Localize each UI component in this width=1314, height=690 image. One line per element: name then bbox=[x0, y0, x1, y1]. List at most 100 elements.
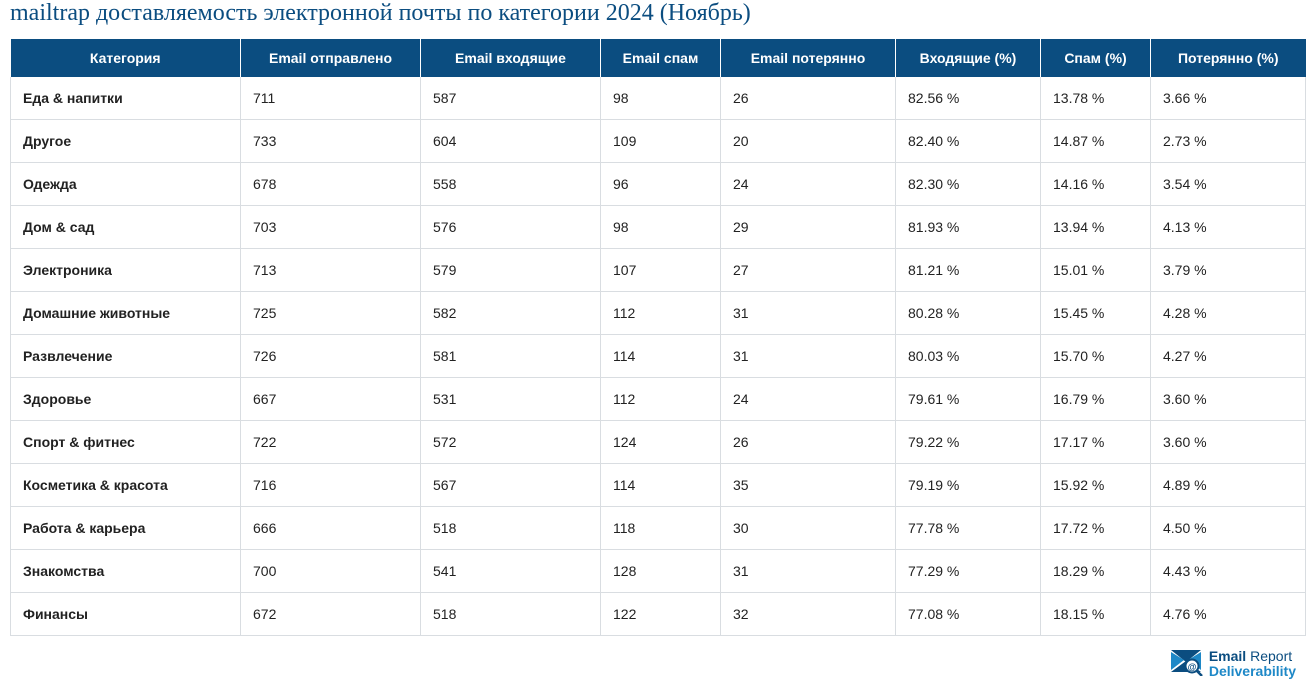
col-header-sent: Email отправлено bbox=[241, 39, 421, 77]
cell-p_lost: 3.60 % bbox=[1151, 378, 1306, 421]
cell-p_lost: 4.89 % bbox=[1151, 464, 1306, 507]
cell-p_lost: 4.76 % bbox=[1151, 593, 1306, 636]
cell-p_spam: 13.78 % bbox=[1041, 77, 1151, 120]
cell-category: Знакомства bbox=[11, 550, 241, 593]
cell-lost: 35 bbox=[721, 464, 896, 507]
cell-p_lost: 3.79 % bbox=[1151, 249, 1306, 292]
cell-sent: 672 bbox=[241, 593, 421, 636]
cell-category: Другое bbox=[11, 120, 241, 163]
cell-inbox: 558 bbox=[421, 163, 601, 206]
cell-lost: 31 bbox=[721, 550, 896, 593]
col-header-p_inbox: Входящие (%) bbox=[896, 39, 1041, 77]
cell-inbox: 582 bbox=[421, 292, 601, 335]
cell-lost: 24 bbox=[721, 378, 896, 421]
cell-inbox: 567 bbox=[421, 464, 601, 507]
cell-spam: 112 bbox=[601, 292, 721, 335]
svg-text:@: @ bbox=[1187, 662, 1196, 672]
cell-p_inbox: 81.93 % bbox=[896, 206, 1041, 249]
cell-p_spam: 13.94 % bbox=[1041, 206, 1151, 249]
cell-category: Дом & сад bbox=[11, 206, 241, 249]
table-row: Электроника7135791072781.21 %15.01 %3.79… bbox=[11, 249, 1306, 292]
cell-p_inbox: 82.40 % bbox=[896, 120, 1041, 163]
cell-category: Косметика & красота bbox=[11, 464, 241, 507]
cell-sent: 726 bbox=[241, 335, 421, 378]
cell-lost: 32 bbox=[721, 593, 896, 636]
logo-line2: Deliverability bbox=[1209, 664, 1296, 679]
table-row: Домашние животные7255821123180.28 %15.45… bbox=[11, 292, 1306, 335]
cell-inbox: 572 bbox=[421, 421, 601, 464]
cell-p_spam: 15.92 % bbox=[1041, 464, 1151, 507]
cell-spam: 96 bbox=[601, 163, 721, 206]
cell-p_inbox: 79.22 % bbox=[896, 421, 1041, 464]
cell-category: Домашние животные bbox=[11, 292, 241, 335]
cell-category: Финансы bbox=[11, 593, 241, 636]
cell-category: Работа & карьера bbox=[11, 507, 241, 550]
cell-lost: 31 bbox=[721, 292, 896, 335]
cell-p_spam: 17.17 % bbox=[1041, 421, 1151, 464]
table-row: Еда & напитки711587982682.56 %13.78 %3.6… bbox=[11, 77, 1306, 120]
cell-p_inbox: 77.78 % bbox=[896, 507, 1041, 550]
table-container: КатегорияEmail отправленоEmail входящиеE… bbox=[0, 39, 1314, 636]
cell-sent: 711 bbox=[241, 77, 421, 120]
cell-p_spam: 16.79 % bbox=[1041, 378, 1151, 421]
cell-inbox: 587 bbox=[421, 77, 601, 120]
cell-sent: 716 bbox=[241, 464, 421, 507]
col-header-spam: Email спам bbox=[601, 39, 721, 77]
cell-spam: 98 bbox=[601, 77, 721, 120]
cell-p_spam: 18.29 % bbox=[1041, 550, 1151, 593]
cell-p_spam: 14.16 % bbox=[1041, 163, 1151, 206]
cell-p_spam: 15.01 % bbox=[1041, 249, 1151, 292]
cell-p_inbox: 79.19 % bbox=[896, 464, 1041, 507]
cell-p_spam: 15.70 % bbox=[1041, 335, 1151, 378]
cell-p_lost: 4.27 % bbox=[1151, 335, 1306, 378]
cell-lost: 29 bbox=[721, 206, 896, 249]
cell-sent: 667 bbox=[241, 378, 421, 421]
cell-spam: 114 bbox=[601, 464, 721, 507]
cell-sent: 666 bbox=[241, 507, 421, 550]
cell-p_lost: 4.43 % bbox=[1151, 550, 1306, 593]
cell-lost: 20 bbox=[721, 120, 896, 163]
table-row: Спорт & фитнес7225721242679.22 %17.17 %3… bbox=[11, 421, 1306, 464]
cell-lost: 26 bbox=[721, 77, 896, 120]
cell-inbox: 518 bbox=[421, 507, 601, 550]
cell-spam: 107 bbox=[601, 249, 721, 292]
cell-spam: 114 bbox=[601, 335, 721, 378]
cell-inbox: 518 bbox=[421, 593, 601, 636]
cell-inbox: 581 bbox=[421, 335, 601, 378]
cell-sent: 703 bbox=[241, 206, 421, 249]
col-header-p_lost: Потерянно (%) bbox=[1151, 39, 1306, 77]
cell-spam: 122 bbox=[601, 593, 721, 636]
page-title: mailtrap доставляемость электронной почт… bbox=[0, 0, 1314, 39]
cell-sent: 713 bbox=[241, 249, 421, 292]
cell-category: Развлечение bbox=[11, 335, 241, 378]
cell-spam: 98 bbox=[601, 206, 721, 249]
logo-line1: Email Report bbox=[1209, 649, 1296, 664]
cell-sent: 700 bbox=[241, 550, 421, 593]
cell-sent: 725 bbox=[241, 292, 421, 335]
cell-spam: 109 bbox=[601, 120, 721, 163]
cell-sent: 678 bbox=[241, 163, 421, 206]
cell-category: Здоровье bbox=[11, 378, 241, 421]
cell-inbox: 604 bbox=[421, 120, 601, 163]
footer: @ Email Report Deliverability bbox=[0, 636, 1314, 687]
table-body: Еда & напитки711587982682.56 %13.78 %3.6… bbox=[11, 77, 1306, 636]
table-row: Финансы6725181223277.08 %18.15 %4.76 % bbox=[11, 593, 1306, 636]
cell-p_lost: 3.54 % bbox=[1151, 163, 1306, 206]
table-row: Работа & карьера6665181183077.78 %17.72 … bbox=[11, 507, 1306, 550]
table-row: Косметика & красота7165671143579.19 %15.… bbox=[11, 464, 1306, 507]
cell-inbox: 579 bbox=[421, 249, 601, 292]
brand-logo: @ Email Report Deliverability bbox=[1169, 646, 1296, 681]
cell-category: Еда & напитки bbox=[11, 77, 241, 120]
cell-p_spam: 15.45 % bbox=[1041, 292, 1151, 335]
table-row: Здоровье6675311122479.61 %16.79 %3.60 % bbox=[11, 378, 1306, 421]
col-header-inbox: Email входящие bbox=[421, 39, 601, 77]
cell-p_lost: 2.73 % bbox=[1151, 120, 1306, 163]
cell-lost: 31 bbox=[721, 335, 896, 378]
cell-p_inbox: 82.30 % bbox=[896, 163, 1041, 206]
cell-p_inbox: 82.56 % bbox=[896, 77, 1041, 120]
table-row: Другое7336041092082.40 %14.87 %2.73 % bbox=[11, 120, 1306, 163]
deliverability-table: КатегорияEmail отправленоEmail входящиеE… bbox=[10, 39, 1306, 636]
cell-sent: 722 bbox=[241, 421, 421, 464]
cell-p_spam: 14.87 % bbox=[1041, 120, 1151, 163]
cell-lost: 24 bbox=[721, 163, 896, 206]
